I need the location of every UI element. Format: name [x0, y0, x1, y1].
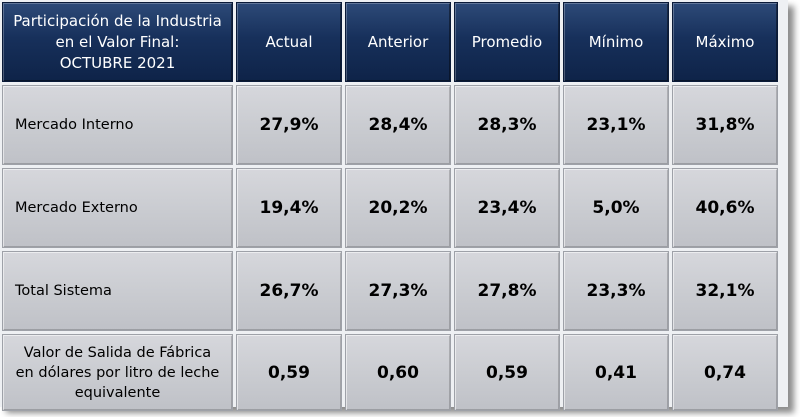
column-header-promedio: Promedio — [454, 2, 560, 82]
row-label-mercado-interno: Mercado Interno — [2, 85, 233, 165]
table-cell: 32,1% — [672, 251, 778, 331]
table-cell: 27,3% — [345, 251, 451, 331]
table-cell: 40,6% — [672, 168, 778, 248]
table-cell: 28,4% — [345, 85, 451, 165]
table-title: Participación de la Industria en el Valo… — [7, 11, 228, 74]
column-header-actual: Actual — [236, 2, 342, 82]
table-cell: 23,3% — [563, 251, 669, 331]
table-cell: 0,59 — [236, 334, 342, 411]
table-cell: 23,4% — [454, 168, 560, 248]
table-frame: Participación de la Industria en el Valo… — [0, 0, 788, 411]
table-cell: 0,74 — [672, 334, 778, 411]
table-cell: 0,41 — [563, 334, 669, 411]
table-title-cell: Participación de la Industria en el Valo… — [2, 2, 233, 82]
row-label-line: Valor de Salida de Fábrica — [23, 344, 212, 361]
row-label-line: equivalente — [74, 384, 161, 401]
table-title-line: OCTUBRE 2021 — [59, 53, 176, 72]
column-header-minimo: Mínimo — [563, 2, 669, 82]
table-title-line: Participación de la Industria — [13, 11, 222, 30]
table-cell: 27,8% — [454, 251, 560, 331]
table-cell: 28,3% — [454, 85, 560, 165]
table-cell: 23,1% — [563, 85, 669, 165]
column-header-maximo: Máximo — [672, 2, 778, 82]
table-cell: 27,9% — [236, 85, 342, 165]
row-label-total-sistema: Total Sistema — [2, 251, 233, 331]
row-label-mercado-externo: Mercado Externo — [2, 168, 233, 248]
table-cell: 5,0% — [563, 168, 669, 248]
table-cell: 19,4% — [236, 168, 342, 248]
row-label-line: en dólares por litro de leche — [15, 364, 220, 381]
table-cell: 0,60 — [345, 334, 451, 411]
column-header-anterior: Anterior — [345, 2, 451, 82]
table-cell: 26,7% — [236, 251, 342, 331]
row-label-valor-salida-fabrica: Valor de Salida de Fábrica en dólares po… — [2, 334, 233, 411]
table-cell: 20,2% — [345, 168, 451, 248]
table-cell: 0,59 — [454, 334, 560, 411]
table-title-line: en el Valor Final: — [55, 32, 180, 51]
table-cell: 31,8% — [672, 85, 778, 165]
data-table: Participación de la Industria en el Valo… — [2, 2, 778, 411]
